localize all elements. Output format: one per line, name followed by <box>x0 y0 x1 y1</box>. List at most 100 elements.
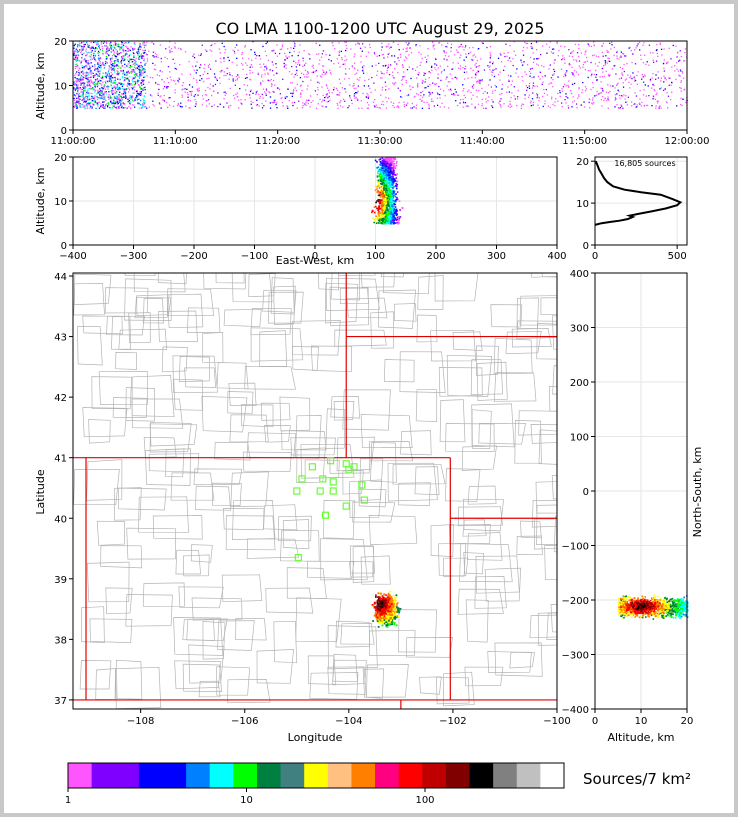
time-height-source <box>344 88 346 90</box>
time-height-source <box>129 76 131 78</box>
time-height-source <box>438 85 440 88</box>
time-height-source <box>293 47 295 49</box>
time-height-source <box>542 95 544 97</box>
time-height-source <box>76 87 78 89</box>
time-height-source <box>532 82 535 84</box>
time-height-source <box>386 67 389 69</box>
time-height-source <box>648 64 650 66</box>
time-height-source <box>111 107 113 109</box>
histogram-grid <box>594 157 687 246</box>
time-height-source <box>207 72 209 75</box>
time-height-source <box>80 95 82 97</box>
ew-height-source <box>388 223 390 225</box>
time-height-source <box>665 79 668 81</box>
time-height-source <box>137 50 140 52</box>
time-height-source <box>82 49 85 51</box>
time-height-source <box>262 88 265 90</box>
time-height-source <box>89 47 91 49</box>
time-height-source <box>169 49 171 51</box>
time-height-source <box>80 47 83 49</box>
time-height-source <box>390 64 392 66</box>
time-height-source <box>260 66 262 68</box>
ew-height-source <box>388 180 391 183</box>
time-height-source <box>353 95 355 97</box>
time-height-source <box>361 70 364 72</box>
time-height-source <box>364 79 366 82</box>
time-height-source <box>188 107 190 109</box>
time-height-source <box>81 103 84 105</box>
time-height-source <box>172 79 175 82</box>
time-height-source <box>122 70 124 72</box>
ew-height-source <box>388 166 391 168</box>
ew-height-source <box>389 176 392 179</box>
time-height-source <box>113 51 116 53</box>
time-height-source <box>121 65 123 67</box>
time-height-source <box>143 103 145 105</box>
time-height-source <box>552 79 554 81</box>
ew-height-source <box>396 218 398 221</box>
time-height-source <box>85 86 87 88</box>
county-border <box>430 524 454 557</box>
time-height-source <box>633 103 635 106</box>
time-height-source <box>99 88 101 91</box>
time-height-source <box>131 88 134 90</box>
time-height-source <box>74 95 77 97</box>
county-border <box>98 371 149 405</box>
time-height-source <box>679 59 681 61</box>
ew-height-source <box>393 165 396 168</box>
time-height-source <box>81 82 83 84</box>
time-height-source <box>508 79 510 81</box>
time-height-source <box>342 106 344 108</box>
time-height-source <box>113 65 115 67</box>
time-height-source <box>551 96 553 98</box>
ew-height-source <box>384 220 386 222</box>
time-height-source <box>134 71 136 73</box>
time-height-source <box>365 96 368 98</box>
county-border <box>186 618 215 641</box>
ew-height-source <box>386 169 388 171</box>
time-height-source <box>82 70 84 72</box>
county-border <box>349 561 374 578</box>
time-height-source <box>114 79 116 81</box>
time-height-source <box>81 67 84 69</box>
ew-height-source <box>379 216 381 219</box>
ew-height-source <box>387 199 390 201</box>
time-height-source <box>525 73 527 75</box>
county-border <box>265 587 314 614</box>
time-height-source <box>104 64 106 67</box>
time-height-source <box>139 73 141 75</box>
time-height-source <box>663 70 665 72</box>
county-border <box>416 314 438 343</box>
ew-height-source <box>386 206 388 209</box>
ew-height-source <box>379 200 381 203</box>
time-height-source <box>112 63 114 65</box>
ew-height-source <box>386 214 388 216</box>
time-height-source <box>93 99 95 101</box>
time-height-source <box>273 74 275 76</box>
ew-height-source <box>376 176 379 178</box>
county-border <box>336 436 375 472</box>
time-height-source <box>73 81 75 84</box>
county-border <box>126 527 177 560</box>
time-height-source <box>616 57 618 59</box>
time-height-source <box>136 90 138 92</box>
time-height-source <box>135 61 137 63</box>
time-height-source <box>656 49 658 51</box>
time-height-source <box>685 101 687 104</box>
time-height-source <box>655 49 658 52</box>
time-height-source <box>87 62 89 64</box>
time-height-source <box>619 107 621 109</box>
time-height-source <box>166 77 169 79</box>
ew-height-source <box>389 161 391 163</box>
time-height-source <box>658 107 660 109</box>
time-height-source <box>94 55 96 57</box>
time-height-source <box>136 51 138 53</box>
time-height-source <box>525 42 527 45</box>
time-height-source <box>114 92 116 94</box>
time-height-source <box>620 77 623 79</box>
time-height-source <box>305 101 307 103</box>
time-height-source <box>373 52 376 54</box>
time-height-source <box>635 95 638 97</box>
ew-height-source <box>393 169 395 172</box>
time-height-source <box>680 55 682 58</box>
